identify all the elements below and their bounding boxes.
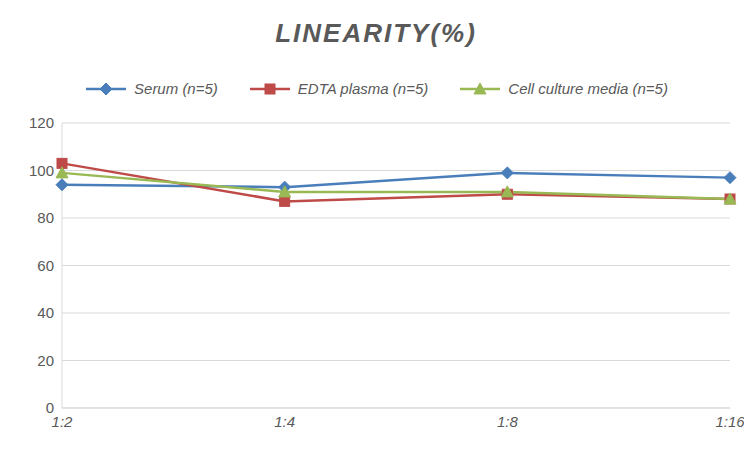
svg-text:40: 40 bbox=[37, 304, 54, 321]
html-text:Serum (n=5): Serum (n=5) bbox=[134, 80, 218, 97]
svg-text:60: 60 bbox=[37, 257, 54, 274]
svg-text:1:8: 1:8 bbox=[497, 413, 519, 430]
html-text:LINEARITY(%): LINEARITY(%) bbox=[275, 18, 477, 48]
svg-text:0: 0 bbox=[46, 399, 54, 416]
svg-text:120: 120 bbox=[29, 114, 54, 131]
svg-text:100: 100 bbox=[29, 162, 54, 179]
svg-text:1:2: 1:2 bbox=[52, 413, 74, 430]
html-text:Cell culture media (n=5): Cell culture media (n=5) bbox=[508, 80, 668, 97]
svg-text:1:4: 1:4 bbox=[274, 413, 295, 430]
svg-text:80: 80 bbox=[37, 209, 54, 226]
svg-text:1:16: 1:16 bbox=[715, 413, 744, 430]
svg-text:20: 20 bbox=[37, 352, 54, 369]
html-text:EDTA plasma (n=5): EDTA plasma (n=5) bbox=[297, 80, 429, 97]
